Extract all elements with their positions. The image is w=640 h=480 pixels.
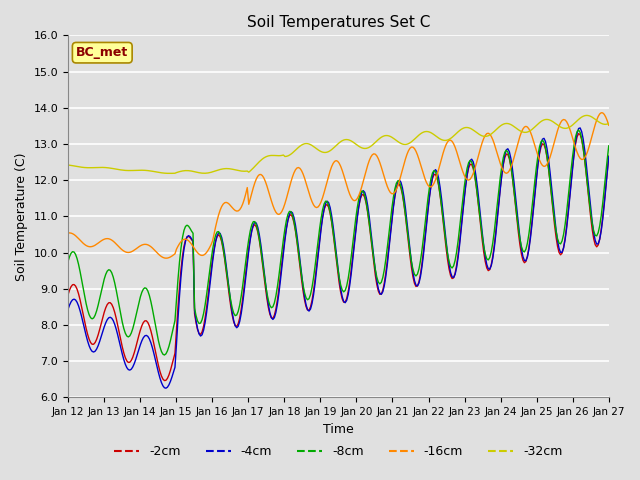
Text: BC_met: BC_met — [76, 46, 129, 59]
X-axis label: Time: Time — [323, 422, 354, 436]
Title: Soil Temperatures Set C: Soil Temperatures Set C — [246, 15, 430, 30]
Legend: -2cm, -4cm, -8cm, -16cm, -32cm: -2cm, -4cm, -8cm, -16cm, -32cm — [109, 441, 568, 464]
Y-axis label: Soil Temperature (C): Soil Temperature (C) — [15, 152, 28, 281]
